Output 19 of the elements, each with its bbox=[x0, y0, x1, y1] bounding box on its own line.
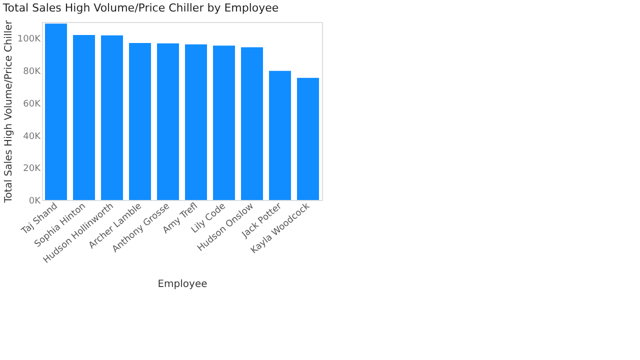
y-axis-title: Total Sales High Volume/Price Chiller bbox=[3, 19, 14, 204]
bar bbox=[213, 46, 235, 200]
bar bbox=[269, 70, 291, 200]
bar bbox=[129, 43, 151, 200]
bar bbox=[101, 35, 123, 200]
y-tick-label: 40K bbox=[23, 132, 42, 142]
y-tick-label: 0K bbox=[28, 196, 42, 206]
y-tick-label: 100K bbox=[17, 34, 42, 45]
chart-title: Total Sales High Volume/Price Chiller by Employee bbox=[2, 2, 279, 15]
bar bbox=[157, 43, 179, 200]
y-tick-label: 80K bbox=[23, 67, 42, 78]
bar bbox=[73, 34, 95, 200]
y-tick-label: 60K bbox=[23, 99, 42, 110]
bar bbox=[185, 44, 207, 200]
bar bbox=[45, 24, 67, 200]
bar bbox=[241, 47, 263, 200]
bar bbox=[297, 78, 319, 200]
x-axis-title: Employee bbox=[158, 279, 208, 290]
y-tick-label: 20K bbox=[23, 164, 42, 174]
